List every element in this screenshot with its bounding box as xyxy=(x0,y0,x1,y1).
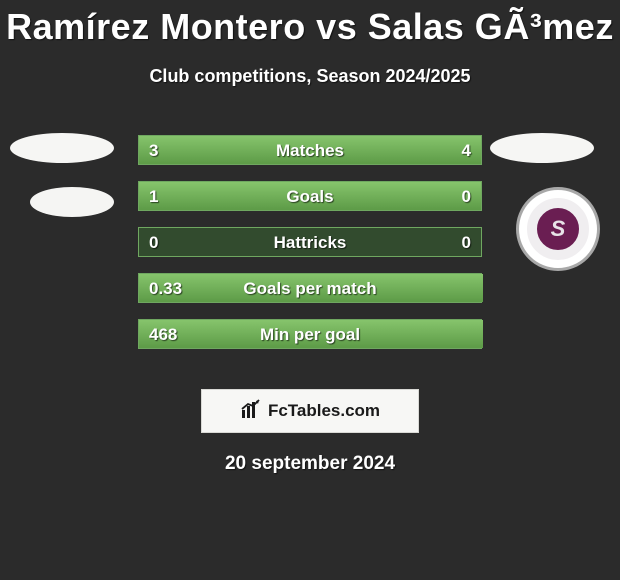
stat-bar-left xyxy=(139,182,404,210)
stat-bar-right xyxy=(275,136,481,164)
stat-row-hattricks: 0 0Hattricks xyxy=(138,227,482,257)
page-subtitle: Club competitions, Season 2024/2025 xyxy=(0,66,620,87)
player-avatar-left xyxy=(10,133,114,163)
stat-bars: 34Matches 10Goals 0 0Hattricks 0.33Goals per… xyxy=(138,135,482,365)
brand-box: FcTables.com xyxy=(201,389,419,433)
stat-bar-left xyxy=(139,274,483,302)
stat-row-mpg: 468Min per goal xyxy=(138,319,482,349)
club-badge-inner xyxy=(527,198,589,260)
stat-bar-left xyxy=(139,320,483,348)
player-avatar-right xyxy=(490,133,594,163)
brand-text: FcTables.com xyxy=(268,401,380,421)
club-avatar-left xyxy=(30,187,114,217)
stat-row-goals: 10Goals xyxy=(138,181,482,211)
club-badge-right xyxy=(516,187,600,271)
brand-chart-icon xyxy=(240,398,262,425)
stat-value-right: 0 xyxy=(452,228,481,258)
stat-row-gpm: 0.33Goals per match xyxy=(138,273,482,303)
stat-label: Hattricks xyxy=(139,228,481,258)
stat-bar-left xyxy=(139,136,277,164)
stat-bar-right xyxy=(402,182,481,210)
footer-date: 20 september 2024 xyxy=(0,453,620,475)
page-title: Ramírez Montero vs Salas GÃ³mez xyxy=(0,0,620,48)
stat-value-left: 0 xyxy=(139,228,168,258)
stat-row-matches: 34Matches xyxy=(138,135,482,165)
